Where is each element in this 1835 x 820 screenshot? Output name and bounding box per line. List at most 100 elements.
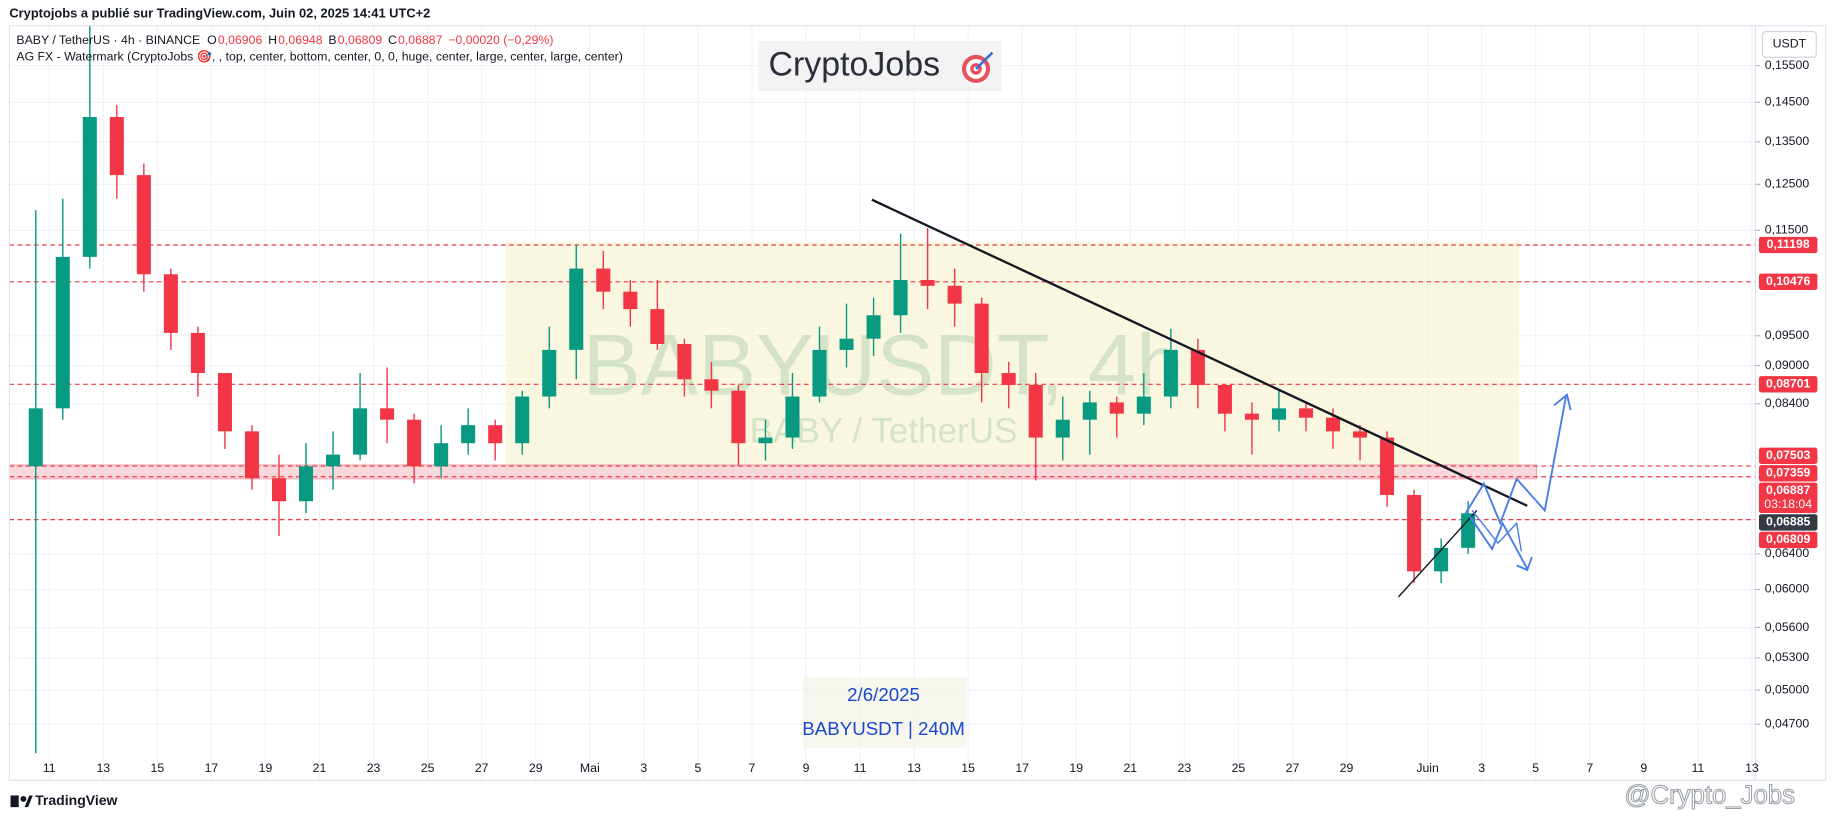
x-tick-label: 11 <box>1691 761 1704 775</box>
x-tick-label: 13 <box>907 761 921 775</box>
y-tick-label: 0,05300 <box>1765 650 1810 664</box>
candle-body <box>866 315 881 339</box>
y-tick-label: 0,13500 <box>1765 134 1810 148</box>
watermark-symbol: BABYUSDT, 4h <box>583 317 1184 413</box>
price-label-box <box>1758 514 1818 531</box>
projection-alt <box>1471 510 1523 552</box>
candle-body <box>1217 384 1232 414</box>
y-tick-label: 0,09500 <box>1765 328 1810 342</box>
price-label-box <box>1758 376 1818 393</box>
currency-box <box>1761 30 1817 58</box>
candle-body <box>1082 402 1097 420</box>
x-tick-label: 21 <box>313 761 327 775</box>
x-tick-label: 7 <box>1586 761 1593 775</box>
y-tick-label: 0,15500 <box>1765 58 1810 72</box>
price-label: 0,11198 <box>1767 237 1810 251</box>
currency: USDT <box>1773 37 1807 51</box>
ohlc-item: 0,06809 <box>338 33 383 47</box>
projection-down <box>1469 515 1529 570</box>
candle-body <box>569 268 584 350</box>
indicator: AG FX - Watermark (CryptoJobs 🎯, , top, … <box>16 49 622 63</box>
x-tick-label: 5 <box>1532 761 1539 775</box>
x-tick-label: 27 <box>1286 761 1300 775</box>
candle-body <box>326 454 341 467</box>
x-tick-label: 11 <box>854 761 867 775</box>
x-tick-label: 19 <box>1069 761 1083 775</box>
ohlc-item: −0,00020 (−0,29%) <box>448 33 553 47</box>
price-lines <box>9 244 1756 521</box>
candle-body <box>947 285 962 304</box>
x-tick-label: Juin <box>1416 761 1439 775</box>
candle-body <box>758 437 773 444</box>
ohlc-item: O <box>207 33 217 47</box>
arrow-head <box>1516 556 1533 572</box>
candle-body <box>1136 396 1151 414</box>
candle-body <box>920 280 935 286</box>
candle-body <box>271 478 287 502</box>
symbol: BABY / TetherUS · 4h · BINANCE <box>16 33 200 47</box>
x-tick-label: 25 <box>1232 761 1246 775</box>
x-tick-label: 3 <box>1478 761 1485 775</box>
x-tick-label: 19 <box>259 761 273 775</box>
y-tick-label: 0,11500 <box>1765 223 1809 237</box>
x-tick-label: 29 <box>529 761 543 775</box>
candle-body <box>650 309 665 344</box>
price-label-box <box>1758 447 1818 464</box>
candle-body <box>136 175 151 275</box>
x-tick-label: 23 <box>367 761 381 775</box>
x-tick-label: 13 <box>96 761 110 775</box>
candle-body <box>1325 417 1341 432</box>
y-tick-label: 0,06400 <box>1765 546 1810 560</box>
candle-body <box>596 268 611 292</box>
candle-body <box>434 443 449 467</box>
y-tick-label: 0,14500 <box>1765 95 1810 109</box>
x-tick-label: 27 <box>475 761 489 775</box>
symbol-note: BABYUSDT | 240M <box>802 718 965 739</box>
price-label: 0,06887 <box>1766 483 1811 497</box>
candle-body <box>731 390 746 444</box>
ohlc-item: 0,06887 <box>398 33 443 47</box>
candle-body <box>1298 408 1313 418</box>
price-label: 0,07503 <box>1766 448 1811 462</box>
x-tick-label: 9 <box>1640 761 1647 775</box>
x-tick-label: 29 <box>1340 761 1354 775</box>
trendline <box>871 198 1528 507</box>
y-tick-label: 0,04700 <box>1765 717 1810 731</box>
candle-body <box>1028 384 1043 438</box>
candle-body <box>163 274 178 333</box>
y-tick-label: 0,12500 <box>1765 177 1810 191</box>
price-label-box <box>1758 531 1818 549</box>
x-tick-label: 23 <box>1178 761 1192 775</box>
candle-body <box>55 256 70 409</box>
candle-body <box>704 379 719 391</box>
price-label: 0,08701 <box>1766 377 1811 391</box>
projection-up <box>1464 396 1567 526</box>
target-icon <box>961 51 994 83</box>
candle-body <box>623 291 638 310</box>
price-label-box <box>1758 465 1818 482</box>
y-tick-label: 0,06000 <box>1765 582 1810 596</box>
support-trendline <box>1397 509 1478 598</box>
candle-body <box>1271 408 1286 420</box>
tv-logo: TradingView <box>35 792 117 808</box>
candle-body <box>353 408 368 455</box>
ohlc-item: 0,06906 <box>218 33 263 47</box>
y-tick-label: 0,09000 <box>1765 358 1810 372</box>
x-tick-label: 17 <box>205 761 219 775</box>
candle-body <box>1434 547 1449 572</box>
price-label: 0,10476 <box>1766 274 1811 288</box>
candle-body <box>380 408 395 420</box>
candle-body <box>109 117 124 176</box>
corner-watermark: @Crypto_Jobs <box>1624 781 1795 809</box>
ohlc-item: 0,06948 <box>278 33 323 47</box>
price-label: 0,06809 <box>1766 532 1811 546</box>
date-note: 2/6/2025 <box>847 684 920 705</box>
price-label-box <box>1758 236 1818 254</box>
y-tick-label: 0,08400 <box>1765 396 1810 410</box>
price-label: 0,06885 <box>1766 515 1811 529</box>
x-tick-label: 15 <box>961 761 975 775</box>
candle-body <box>1380 437 1395 495</box>
candle-body <box>1001 373 1016 385</box>
y-tick-label: 0,05000 <box>1765 682 1810 696</box>
